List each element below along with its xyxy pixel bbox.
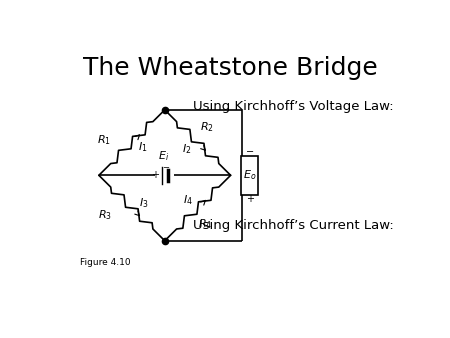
Text: −: − <box>162 163 169 172</box>
Text: $R_3$: $R_3$ <box>98 209 112 222</box>
Text: $I_3$: $I_3$ <box>140 196 149 210</box>
Text: +: + <box>246 194 254 204</box>
Text: $I_1$: $I_1$ <box>138 140 148 154</box>
Text: $E_o$: $E_o$ <box>243 168 256 182</box>
Text: $R_2$: $R_2$ <box>200 120 214 134</box>
Text: Using Kirchhoff’s Current Law:: Using Kirchhoff’s Current Law: <box>193 219 393 232</box>
Text: $R_4$: $R_4$ <box>198 217 212 231</box>
Text: $E_i$: $E_i$ <box>158 149 170 163</box>
Text: Figure 4.10: Figure 4.10 <box>80 258 130 267</box>
Text: $I_2$: $I_2$ <box>182 142 192 155</box>
Text: $I_4$: $I_4$ <box>184 193 194 207</box>
Text: −: − <box>246 147 254 157</box>
Text: $R_1$: $R_1$ <box>97 133 111 147</box>
Text: Using Kirchhoff’s Voltage Law:: Using Kirchhoff’s Voltage Law: <box>193 99 393 113</box>
Bar <box>241 156 258 195</box>
Text: +: + <box>151 170 159 180</box>
Text: The Wheatstone Bridge: The Wheatstone Bridge <box>83 56 378 80</box>
